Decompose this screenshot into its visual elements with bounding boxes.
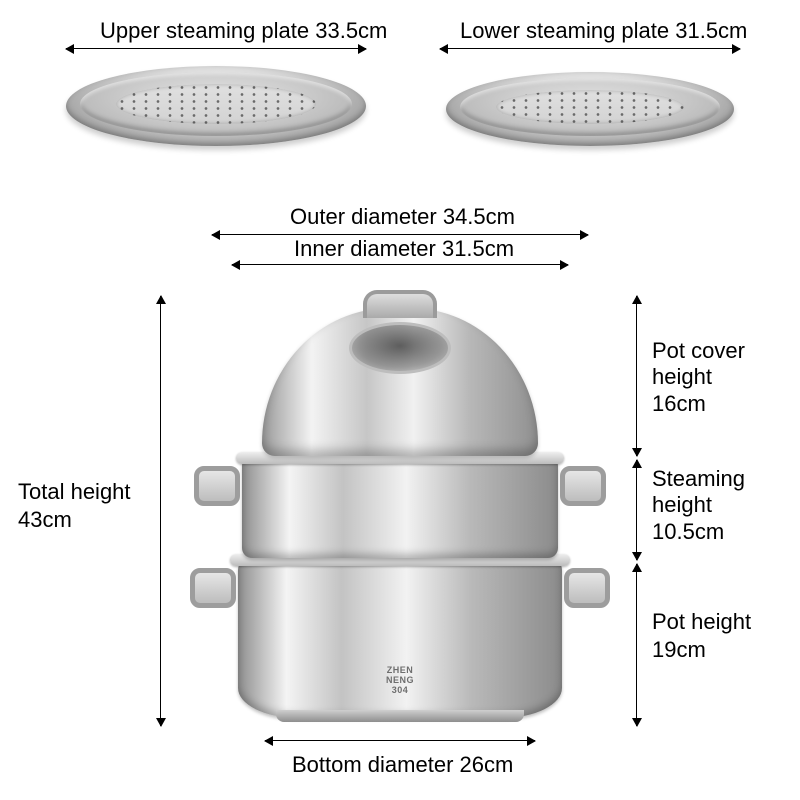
pot-height-value: 19cm [652,637,706,662]
bottom-diameter-label: Bottom diameter 26cm [292,752,513,778]
lower-plate-arrow [440,48,740,49]
steaming-height-text2: height [652,492,712,517]
inner-diameter-arrow [232,264,568,265]
steaming-height-value: 10.5cm [652,519,724,544]
pot-height-arrow [636,564,637,726]
steaming-height-text1: Steaming [652,466,745,491]
lower-steaming-plate [446,72,734,146]
upper-steaming-plate [66,66,366,146]
steaming-height-label: Steaming height 10.5cm [652,466,745,545]
total-height-text: Total height [18,479,131,504]
outer-diameter-label: Outer diameter 34.5cm [290,204,515,230]
total-height-value: 43cm [18,507,72,532]
cover-height-label: Pot cover height 16cm [652,338,745,417]
inner-diameter-label: Inner diameter 31.5cm [294,236,514,262]
bottom-diameter-arrow [265,740,535,741]
brand-line1: ZHEN [387,665,414,675]
total-height-arrow [160,296,161,726]
upper-plate-arrow [66,48,366,49]
outer-diameter-arrow [212,234,588,235]
pot-height-text: Pot height [652,609,751,634]
cover-height-text1: Pot cover [652,338,745,363]
brand-line3: 304 [392,685,409,695]
pot-height-label: Pot height 19cm [652,608,751,663]
upper-plate-label: Upper steaming plate 33.5cm [100,18,387,44]
cover-height-text2: height [652,364,712,389]
lower-plate-label: Lower steaming plate 31.5cm [460,18,747,44]
steamer-pot: ZHEN NENG 304 [222,290,578,722]
cover-height-arrow [636,296,637,456]
total-height-label: Total height 43cm [18,478,131,533]
brand-line2: NENG [386,675,414,685]
cover-height-value: 16cm [652,391,706,416]
steaming-height-arrow [636,460,637,560]
brand-mark: ZHEN NENG 304 [386,666,414,696]
